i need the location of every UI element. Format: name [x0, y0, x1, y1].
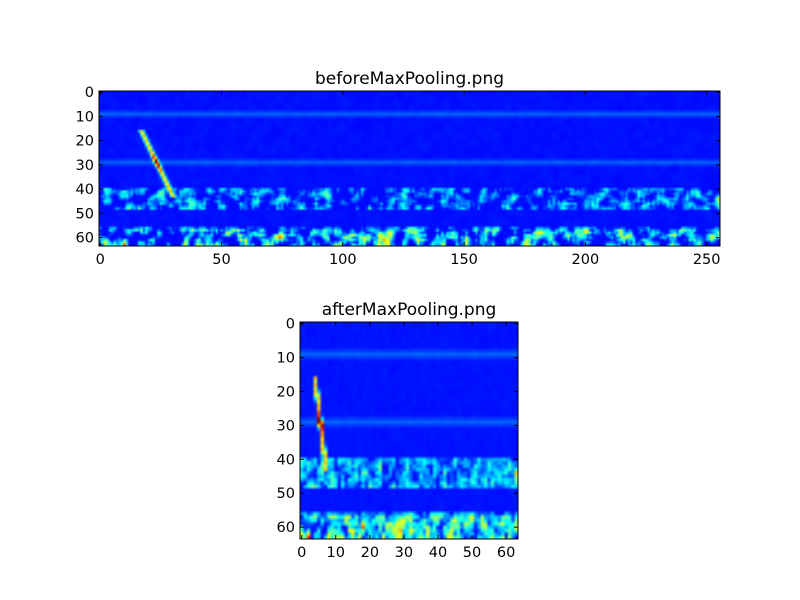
- x-tick-label: 30: [395, 545, 413, 561]
- x-tick-label: 50: [212, 252, 230, 268]
- chart-title: beforeMaxPooling.png: [315, 69, 504, 89]
- y-tick-label: 60: [277, 520, 295, 536]
- heatmap-before: [99, 91, 720, 246]
- x-tick-label: 50: [463, 545, 481, 561]
- y-tick-label: 10: [76, 109, 94, 125]
- y-tick-label: 20: [277, 385, 295, 401]
- y-tick-label: 10: [277, 351, 295, 367]
- y-tick-label: 20: [76, 134, 94, 150]
- y-tick-label: 50: [277, 486, 295, 502]
- axes-frame: [299, 321, 519, 540]
- axes-frame: [98, 90, 721, 247]
- x-tick-label: 150: [450, 252, 478, 268]
- y-tick-label: 50: [76, 206, 94, 222]
- x-tick-label: 250: [693, 252, 721, 268]
- heatmap-after: [300, 322, 518, 539]
- y-tick-label: 40: [277, 452, 295, 468]
- chart-title: afterMaxPooling.png: [322, 300, 497, 320]
- x-tick-label: 0: [297, 545, 306, 561]
- x-tick-label: 200: [572, 252, 600, 268]
- y-tick-label: 60: [76, 231, 94, 247]
- y-tick-label: 0: [85, 85, 94, 101]
- y-tick-label: 0: [286, 317, 295, 333]
- y-tick-label: 30: [277, 418, 295, 434]
- x-tick-label: 100: [329, 252, 357, 268]
- x-tick-label: 40: [429, 545, 447, 561]
- x-tick-label: 0: [96, 252, 105, 268]
- x-tick-label: 20: [361, 545, 379, 561]
- y-tick-label: 30: [76, 158, 94, 174]
- x-tick-label: 10: [327, 545, 345, 561]
- y-tick-label: 40: [76, 182, 94, 198]
- x-tick-label: 60: [497, 545, 515, 561]
